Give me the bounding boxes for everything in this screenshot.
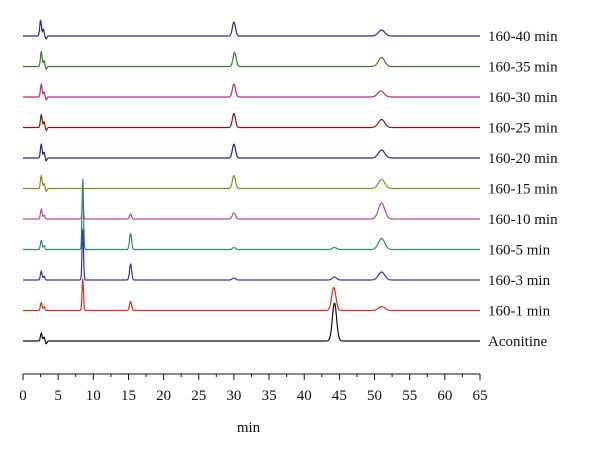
x-tick-label: 55 (402, 388, 417, 404)
x-tick-label: 35 (262, 388, 277, 404)
trace-160-15-min (22, 174, 481, 192)
trace-label-group: 160-40 min 160-35 min 160-30 min 160-25 min… (488, 29, 558, 350)
trace-160-3-min (22, 228, 481, 281)
trace-label-160-15-min: 160-15 min (488, 182, 558, 198)
trace-label-160-40-min: 160-40 min (488, 29, 558, 45)
trace-label-160-10-min: 160-10 min (488, 212, 558, 228)
trace-160-5-min (22, 178, 481, 251)
x-axis-title: min (237, 420, 261, 436)
trace-160-1-min (22, 278, 481, 312)
x-tick-label: 25 (191, 388, 206, 404)
trace-160-25-min (22, 113, 481, 131)
trace-aconitine (22, 302, 481, 345)
trace-label-aconitine: Aconitine (488, 334, 547, 350)
trace-160-10-min (22, 202, 481, 220)
x-tick-label: 65 (473, 388, 488, 404)
x-tick-label: 15 (121, 388, 136, 404)
x-tick-label: 40 (297, 388, 312, 404)
trace-label-160-30-min: 160-30 min (488, 90, 558, 106)
x-tick-label: 5 (54, 388, 62, 404)
trace-160-40-min (22, 19, 481, 40)
x-tick-label: 50 (367, 388, 382, 404)
x-tick-label: 45 (332, 388, 347, 404)
x-axis: 0 5 10 15 20 25 30 35 40 45 50 55 60 65 (19, 373, 488, 404)
x-tick-label: 30 (226, 388, 241, 404)
trace-label-160-1-min: 160-1 min (488, 304, 551, 320)
x-tick-group: 0 5 10 15 20 25 30 35 40 45 50 55 60 65 (19, 374, 488, 404)
x-tick-label: 0 (19, 388, 27, 404)
x-tick-label: 10 (86, 388, 101, 404)
x-tick-label: 20 (156, 388, 171, 404)
trace-160-20-min (22, 143, 481, 162)
trace-label-160-5-min: 160-5 min (488, 243, 551, 259)
trace-label-160-25-min: 160-25 min (488, 121, 558, 137)
trace-label-160-3-min: 160-3 min (488, 273, 551, 289)
trace-160-35-min (22, 50, 481, 70)
trace-160-30-min (22, 83, 481, 101)
x-tick-label: 60 (437, 388, 452, 404)
trace-label-160-20-min: 160-20 min (488, 151, 558, 167)
trace-label-160-35-min: 160-35 min (488, 60, 558, 76)
trace-group (22, 19, 481, 345)
